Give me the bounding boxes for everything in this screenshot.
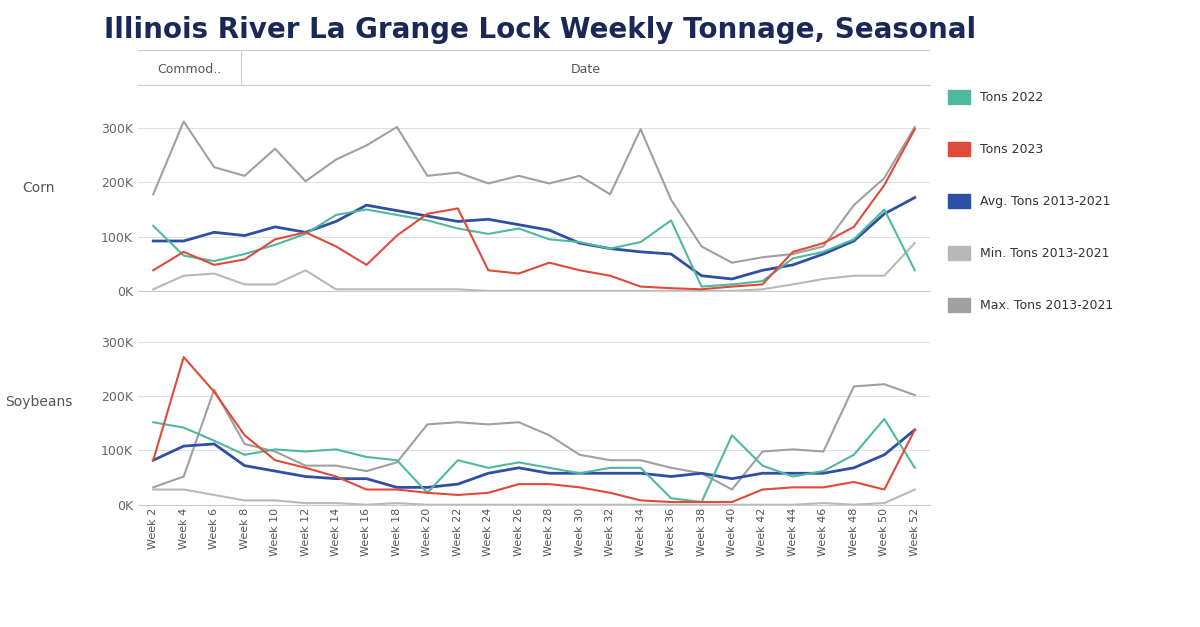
Text: Max. Tons 2013-2021: Max. Tons 2013-2021	[980, 299, 1114, 312]
Text: Illinois River La Grange Lock Weekly Tonnage, Seasonal: Illinois River La Grange Lock Weekly Ton…	[104, 16, 976, 44]
Text: Tons 2022: Tons 2022	[980, 91, 1043, 103]
Text: Tons 2023: Tons 2023	[980, 143, 1043, 155]
Y-axis label: Corn: Corn	[23, 181, 55, 195]
Y-axis label: Soybeans: Soybeans	[5, 394, 72, 409]
Text: Avg. Tons 2013-2021: Avg. Tons 2013-2021	[980, 195, 1110, 208]
Text: Commod..: Commod..	[157, 63, 222, 76]
Text: Date: Date	[570, 63, 600, 76]
Text: Min. Tons 2013-2021: Min. Tons 2013-2021	[980, 247, 1110, 260]
